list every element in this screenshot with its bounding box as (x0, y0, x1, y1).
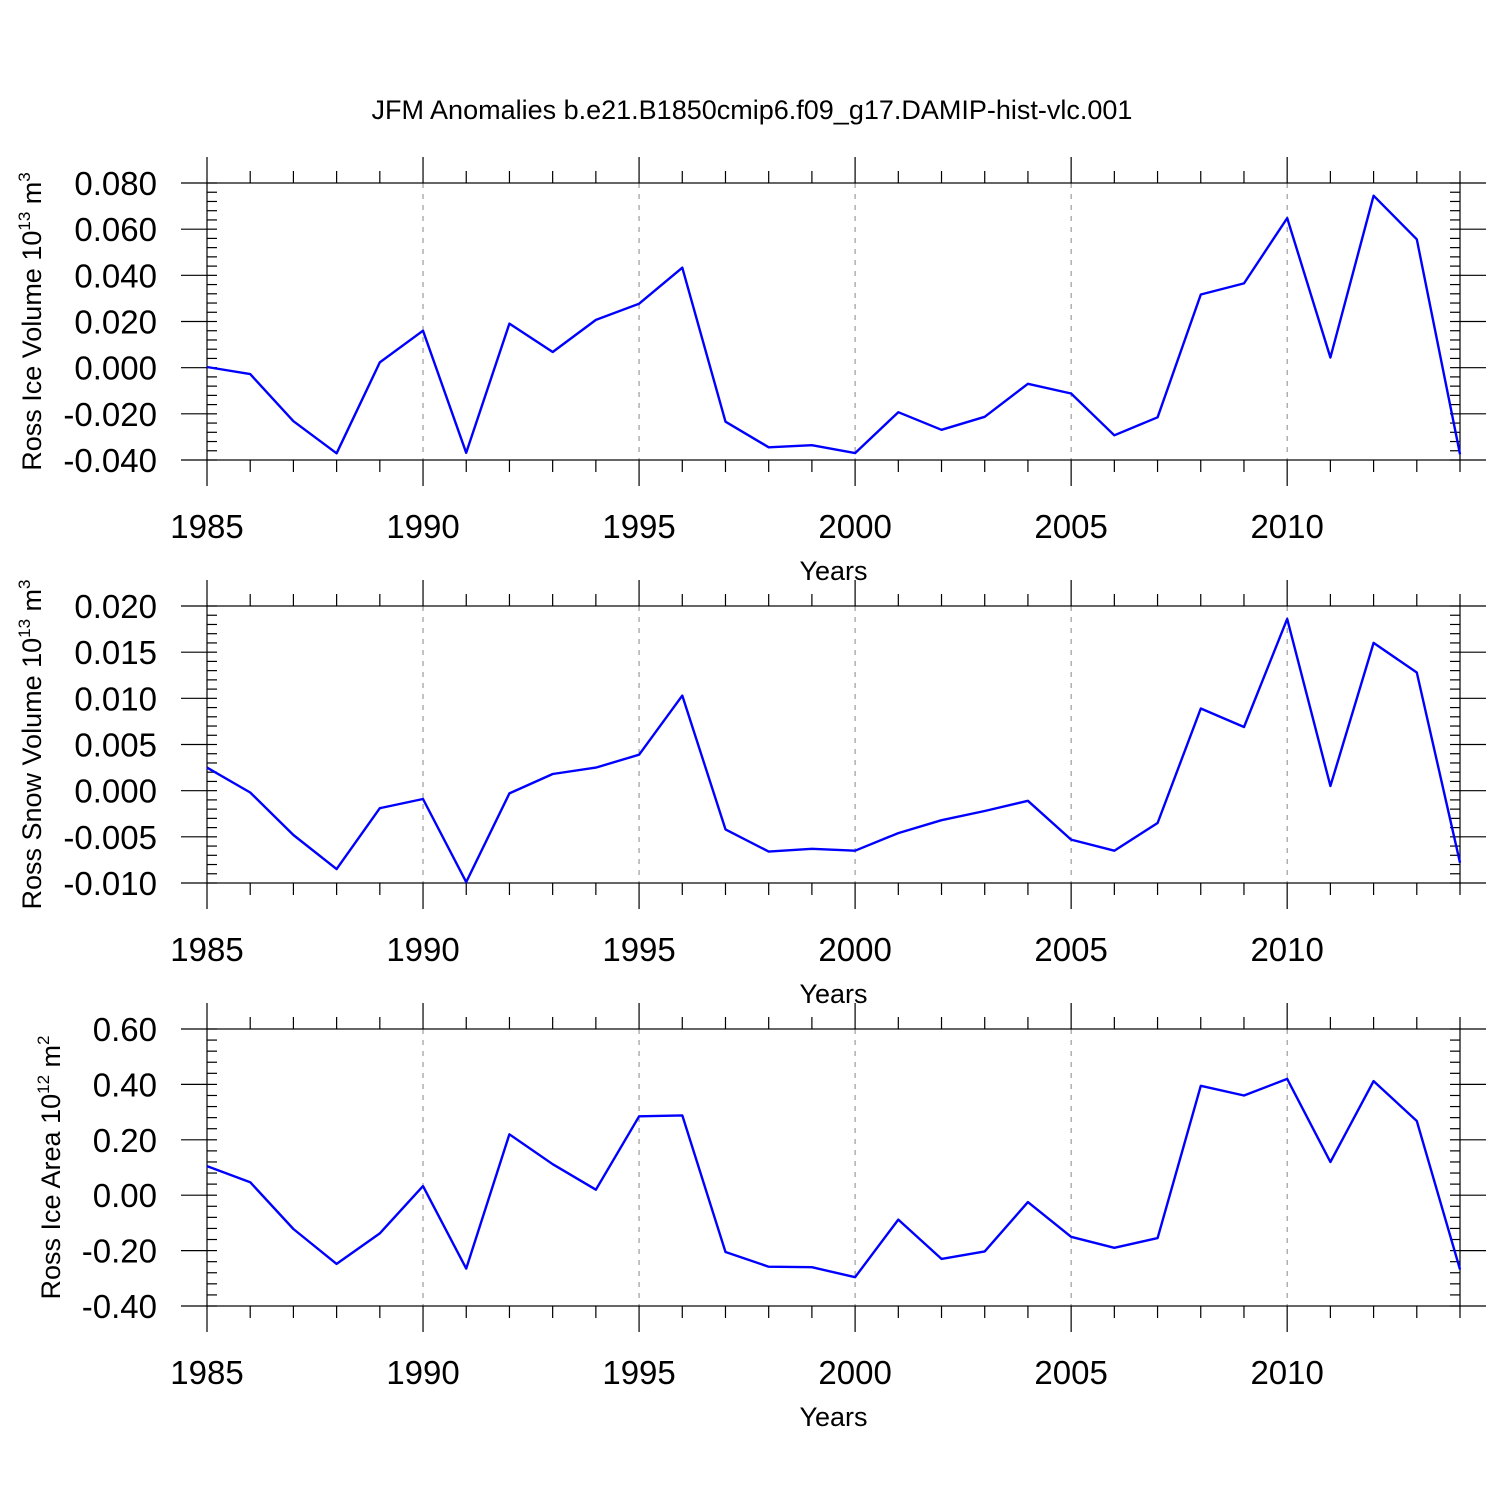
x-tick-label-2000: 2000 (818, 1354, 891, 1391)
panel-snow-volume: -0.010 -0.005 0.000 0.005 0.010 0.015 0.020 198… (15, 579, 1486, 1009)
y-tick-label: -0.40 (82, 1288, 157, 1325)
y-axis-title-unit-exponent: 2 (34, 1035, 53, 1044)
x-tick-label-1985: 1985 (170, 931, 243, 968)
y-axis-title-unit-exponent: 3 (15, 579, 34, 588)
y-tick-label: 0.040 (74, 257, 157, 294)
series-line-snow-volume (206, 617, 1462, 884)
y-tick-label: 0.005 (74, 727, 157, 764)
y-axis-title-main: Ross Snow Volume 10 (17, 638, 47, 910)
y-tick-label: 0.00 (93, 1177, 157, 1214)
y-axis-title-main: Ross Ice Volume 10 (17, 231, 47, 471)
y-tick-label: -0.005 (63, 819, 157, 856)
y-axis-title-unit: m (36, 1045, 66, 1075)
plot-frame (206, 182, 1461, 461)
y-axis-title: Ross Ice Volume 1013 m3 (15, 172, 47, 471)
y-axis-title-main: Ross Ice Area 10 (36, 1094, 66, 1300)
y-tick-label: 0.020 (74, 304, 157, 341)
x-tick-label-2005: 2005 (1034, 1354, 1107, 1391)
y-tick-label: 0.40 (93, 1066, 157, 1103)
x-tick-label-1995: 1995 (602, 931, 675, 968)
x-tick-label-1990: 1990 (386, 1354, 459, 1391)
y-tick-label: 0.60 (93, 1011, 157, 1048)
y-axis-title: Ross Ice Area 1012 m2 (34, 1035, 66, 1299)
y-tick-label: -0.010 (63, 865, 157, 902)
x-tick-label-2010: 2010 (1250, 931, 1323, 968)
panel-ice-area: -0.40 -0.20 0.00 0.20 0.40 0.60 1985 1990 1995 20… (34, 1003, 1486, 1432)
plot-frame (206, 605, 1461, 884)
x-tick-label-2000: 2000 (818, 508, 891, 545)
y-tick-label: 0.000 (74, 773, 157, 810)
y-axis-title-unit: m (17, 182, 47, 212)
panel-ice-volume: -0.040 -0.020 0.000 0.020 0.040 0.060 0.080 198… (15, 157, 1486, 586)
x-tick-label-2005: 2005 (1034, 508, 1107, 545)
y-tick-label: 0.015 (74, 634, 157, 671)
series-line-ice-area (206, 1077, 1462, 1279)
plot-frame (206, 1028, 1461, 1307)
x-axis-title: Years (799, 556, 867, 586)
x-tick-label-2010: 2010 (1250, 1354, 1323, 1391)
x-axis-title: Years (799, 1402, 867, 1432)
y-axis-title-exponent: 13 (15, 619, 34, 638)
x-tick-label-2000: 2000 (818, 931, 891, 968)
y-tick-label: -0.020 (63, 396, 157, 433)
y-tick-label: 0.010 (74, 680, 157, 717)
y-tick-label: 0.020 (74, 588, 157, 625)
y-tick-label: -0.20 (82, 1233, 157, 1270)
y-tick-label: 0.080 (74, 165, 157, 202)
figure-title: JFM Anomalies b.e21.B1850cmip6.f09_g17.D… (372, 95, 1133, 125)
x-tick-label-1985: 1985 (170, 1354, 243, 1391)
x-tick-label-1990: 1990 (386, 508, 459, 545)
y-tick-label: 0.20 (93, 1122, 157, 1159)
x-tick-label-1995: 1995 (602, 1354, 675, 1391)
y-axis-title-unit-exponent: 3 (15, 172, 34, 181)
x-tick-label-2010: 2010 (1250, 508, 1323, 545)
y-axis-title-exponent: 12 (34, 1075, 53, 1094)
y-tick-label: 0.060 (74, 211, 157, 248)
y-axis-title: Ross Snow Volume 1013 m3 (15, 579, 47, 909)
x-tick-label-1995: 1995 (602, 508, 675, 545)
y-tick-label: -0.040 (63, 442, 157, 479)
x-tick-label-1985: 1985 (170, 508, 243, 545)
x-tick-label-2005: 2005 (1034, 931, 1107, 968)
y-axis-title-exponent: 13 (15, 212, 34, 231)
y-tick-label: 0.000 (74, 350, 157, 387)
y-axis-title-unit: m (17, 589, 47, 619)
series-line-ice-volume (206, 194, 1462, 455)
x-axis-title: Years (799, 979, 867, 1009)
x-tick-label-1990: 1990 (386, 931, 459, 968)
